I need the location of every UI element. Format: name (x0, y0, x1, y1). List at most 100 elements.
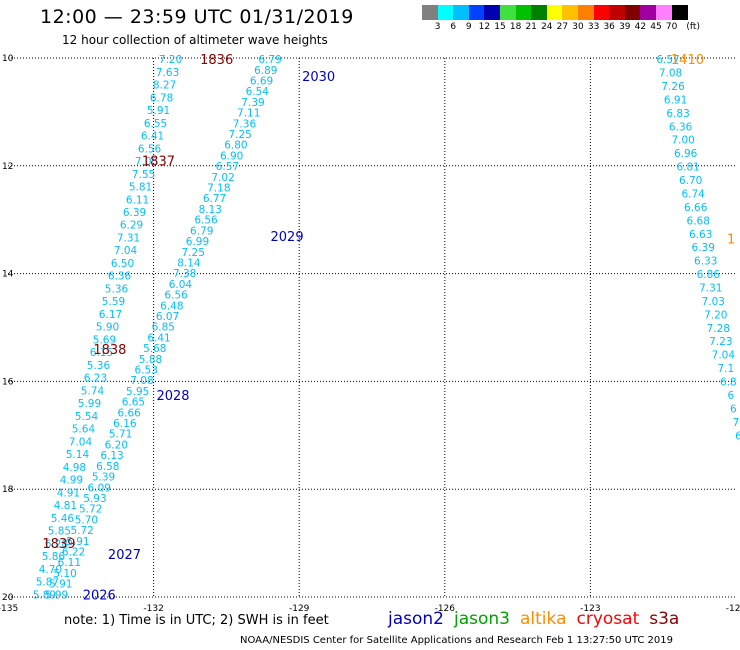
lat-tick-label: 10 (2, 54, 14, 64)
swh-value: 6.79 (258, 54, 281, 66)
scale-swatch (484, 5, 501, 20)
swh-value: 6.15 (90, 347, 113, 359)
swh-value: 6.22 (62, 546, 85, 558)
swh-value: 7.38 (173, 268, 196, 280)
swh-value: 6.99 (186, 236, 209, 248)
satellite-legend: jason2 jason3 altika cryosat s3a (388, 609, 689, 629)
swh-value: 6.56 (164, 290, 188, 302)
lon-tick-label: -129 (289, 604, 310, 614)
swh-value: 5.39 (92, 472, 115, 484)
lat-tick-label: 20 (2, 593, 14, 603)
swh-value: 5.99 (45, 589, 68, 601)
scale-label: 15 (494, 22, 506, 32)
swh-value: 5.72 (79, 504, 102, 516)
swh-value: 5.54 (75, 411, 99, 423)
swh-value: 5.71 (109, 429, 132, 441)
swh-value: 6.58 (96, 461, 119, 473)
swh-value: 5.99 (78, 398, 101, 410)
swh-value: 6.8 (720, 377, 737, 389)
swh-value: 5.87 (36, 577, 59, 589)
swh-value: 7.03 (702, 296, 725, 308)
swh-value: 7.00 (671, 135, 694, 147)
swh-value: 5.74 (81, 385, 105, 397)
swh-value: 6.57 (656, 54, 679, 66)
lon-tick-label: -126 (435, 604, 456, 614)
swh-value: 7.39 (241, 97, 264, 109)
pass-time-label: 1836 (200, 53, 233, 68)
swh-value: 5.88 (139, 354, 162, 366)
swh-value: 6.07 (156, 311, 179, 323)
swh-value: 7.11 (237, 108, 260, 120)
swh-value: 8.14 (177, 257, 201, 269)
swh-value: 6.70 (679, 175, 702, 187)
scale-swatch (624, 5, 641, 20)
swh-value: 7.28 (707, 323, 730, 335)
pass-time-label: 2029 (271, 230, 304, 245)
scale-label: 39 (619, 22, 631, 32)
lat-tick-label: 16 (2, 377, 14, 387)
lon-tick-label: -132 (143, 604, 163, 614)
swh-value: 7 (733, 417, 740, 429)
swh-value: 6.11 (58, 557, 81, 569)
swh-value: 6.57 (216, 161, 239, 173)
swh-value: 6.77 (203, 193, 226, 205)
swh-value: 4.98 (63, 462, 86, 474)
swh-value: 6.56 (138, 143, 162, 155)
swh-value: 4.99 (60, 475, 83, 487)
swh-value: 6.66 (684, 202, 708, 214)
scale-swatch (609, 5, 626, 20)
swh-value: 6.29 (120, 220, 143, 232)
swh-value: 6.68 (687, 215, 710, 227)
scale-swatch (671, 5, 688, 20)
swh-value: 7.04 (114, 245, 138, 257)
swh-value: 5.81 (129, 182, 152, 194)
lat-tick-label: 12 (2, 162, 13, 172)
swh-value: 6.63 (689, 229, 712, 241)
scale-swatch (656, 5, 673, 20)
swh-value: 6.91 (664, 94, 687, 106)
lat-tick-label: 14 (2, 270, 14, 280)
swh-value: 6.04 (169, 279, 193, 291)
swh-value: 6.20 (105, 439, 128, 451)
lon-tick-label: -123 (580, 604, 600, 614)
swh-value: 5.59 (102, 296, 125, 308)
scale-label: 12 (478, 22, 491, 32)
swh-value: 6.96 (674, 148, 698, 160)
scale-label: 45 (650, 22, 662, 32)
swh-value: 6.36 (108, 271, 132, 283)
scale-swatch (562, 5, 579, 20)
scale-swatch (437, 5, 454, 20)
lat-tick-label: 18 (2, 485, 14, 495)
swh-value: 5.91 (66, 536, 89, 548)
swh-value: 6.86 (697, 269, 721, 281)
swh-value: 6 (730, 403, 737, 415)
scale-label: 3 (434, 22, 441, 32)
swh-value: 7.55 (132, 169, 155, 181)
map-title: 12:00 — 23:59 UTC 01/31/2019 (40, 6, 354, 28)
scale-swatch (453, 5, 470, 20)
swh-value: 6 (735, 430, 740, 442)
scale-swatch (500, 5, 517, 20)
swh-value: 6.17 (99, 309, 122, 321)
scale-swatch (593, 5, 610, 20)
swh-value: 6.69 (250, 75, 273, 87)
swh-value: 6.16 (113, 418, 137, 430)
scale-unit: (ft) (686, 22, 700, 32)
swh-value: 5.64 (72, 424, 96, 436)
swh-value: 6.53 (135, 365, 158, 377)
swh-value: 7.04 (712, 350, 736, 362)
swh-value: 6.85 (152, 322, 175, 334)
pass-time-label: 2030 (302, 70, 335, 85)
swh-value: 6.54 (246, 86, 270, 98)
swh-value: 6.78 (150, 92, 173, 104)
swh-value: 6.41 (147, 332, 170, 344)
swh-value: 6.65 (122, 397, 145, 409)
swh-value: 6.23 (84, 373, 107, 385)
swh-value: 4.81 (54, 500, 77, 512)
pass-time-label: 2028 (156, 389, 189, 404)
swh-value: 6 (728, 390, 735, 402)
pass-time-label: 1410 (671, 53, 704, 68)
swh-value: 7.31 (117, 232, 140, 244)
swh-value: 5.90 (96, 322, 119, 334)
swh-value: 5.89 (33, 589, 56, 601)
